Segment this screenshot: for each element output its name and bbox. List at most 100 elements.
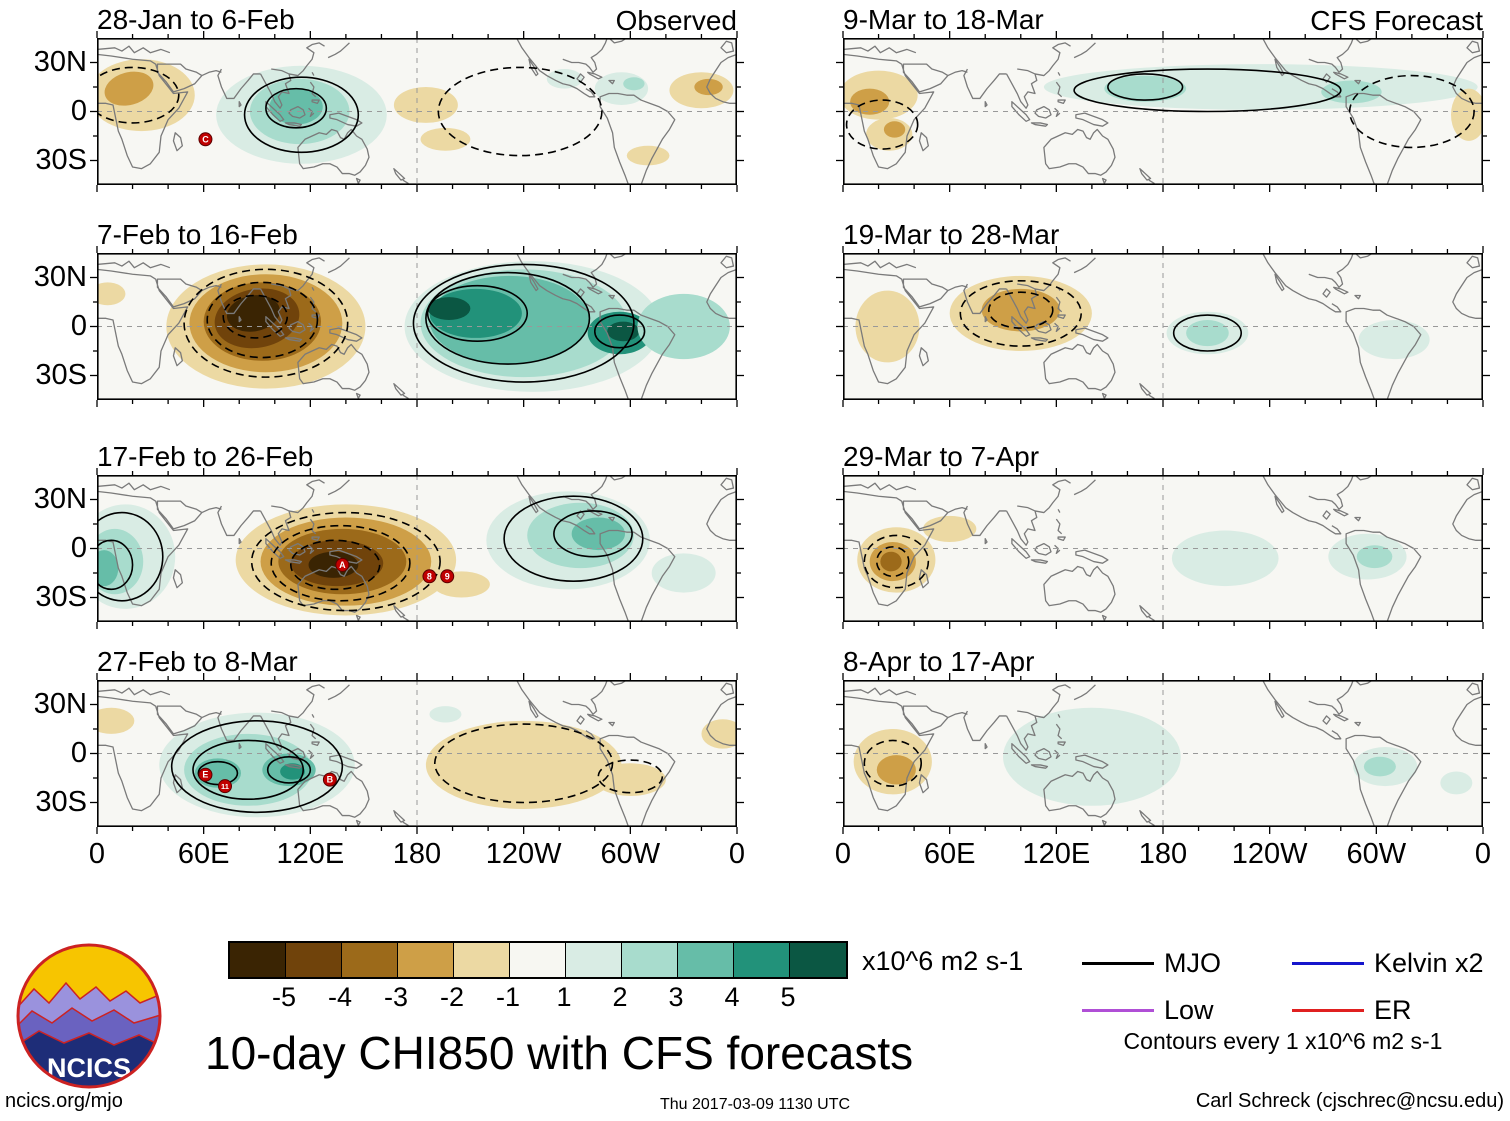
colorbar-segment [622,943,678,977]
y-axis-label: 30N [33,45,87,78]
legend-label: MJO [1164,948,1221,978]
legend-label: Low [1164,995,1214,1025]
mjo-contour [266,755,312,784]
panel-frame [97,38,738,185]
legend-label: ER [1374,995,1412,1025]
observed-header: Observed [615,5,737,36]
x-axis-label: 120W [485,838,562,870]
contour-legend: MJO Kelvin x2 Low ER [1082,948,1484,1026]
coastline [97,475,737,622]
colorbar-segment [342,943,398,977]
x-axis-label: 120E [1022,838,1091,870]
mjo-contour [1073,68,1342,113]
colorbar-segment [510,943,566,977]
anomaly-shading [97,550,119,587]
anomaly-shading [184,733,313,806]
x-axis-label: 120W [1231,838,1308,870]
colorbar-tick-label: -5 [271,982,297,1012]
mjo-contour [959,279,1083,347]
svg-text:E: E [202,770,208,780]
y-axis-label: 30S [35,785,87,818]
mjo-contour [863,534,930,589]
colorbar-tick-label: -1 [495,982,521,1012]
mjo-contour [553,510,633,558]
svg-text:11: 11 [221,782,229,791]
mjo-contour [425,271,591,365]
anomaly-shading [269,88,323,125]
panel-frame [843,475,1484,622]
legend-item: Low [1082,995,1292,1026]
footer-author: Carl Schreck (cjschrec@ncsu.edu) [1195,1090,1504,1112]
legend-item: MJO [1082,948,1292,979]
mjo-contour [863,739,923,787]
anomaly-shading [637,293,730,360]
anomaly-shading [651,553,716,593]
svg-text:A: A [339,560,346,570]
colorbar-tick-label: 4 [724,982,740,1012]
map-panel [836,31,1490,192]
anomaly-shading [97,707,135,734]
legend-line-swatch [1082,962,1154,965]
colorbar-tick-label: -2 [439,982,465,1012]
panel-frame [843,253,1484,400]
mjo-contour [97,539,134,591]
anomaly-shading [594,763,666,796]
cyclone-marker: E [198,767,213,782]
colorbar-segment [230,943,286,977]
panel-title: 28-Jan to 6-Feb [97,4,295,35]
map-panel: E 11 B [90,673,744,834]
map-panel: A 8 9 [90,468,744,629]
mjo-contour [1172,314,1243,352]
cyclone-marker: A [335,557,350,572]
svg-text:8: 8 [427,571,432,581]
mjo-contour [593,314,646,349]
cyclone-marker: C [198,132,213,147]
anomaly-shading [1171,530,1279,587]
panel-title: 9-Mar to 18-Mar [843,4,1044,35]
anomaly-shading [626,145,670,166]
panel-title: 8-Apr to 17-Apr [843,646,1035,677]
svg-text:B: B [327,775,334,785]
colorbar-tick-label: 1 [556,982,572,1012]
legend-line-swatch [1082,1009,1154,1012]
footer-timestamp: Thu 2017-03-09 1130 UTC [659,1096,851,1113]
y-axis-label: 30S [35,358,87,391]
anomaly-shading [104,71,154,106]
colorbar-tick-label: 5 [780,982,796,1012]
coastline [843,475,1483,622]
colorbar-tick-label: 3 [668,982,684,1012]
y-axis-label: 30N [33,482,87,515]
cyclone-marker: 8 [422,569,437,584]
panel-frame [97,680,738,827]
legend-line-swatch [1292,962,1364,965]
x-axis-label: 60E [923,838,976,870]
mjo-contour [206,281,319,359]
mjo-contour [845,99,919,150]
mjo-contour [875,546,910,578]
anomaly-shading [97,282,126,306]
panel-title: 19-Mar to 28-Mar [843,219,1060,250]
mjo-contour [1348,74,1475,149]
anomaly-shading [571,517,625,551]
legend-item: ER [1292,995,1482,1026]
colorbar-segment [734,943,790,977]
footer-url: ncics.org/mjo [5,1090,123,1112]
anomaly-shading [1321,80,1382,104]
cyclone-marker: B [322,772,337,787]
logo-ring [16,943,162,1089]
mjo-contour [1107,73,1184,101]
x-axis-label: 0 [834,838,852,870]
mjo-contour [270,524,411,602]
anomaly-shading [694,78,723,96]
mjo-contour [250,511,441,612]
x-axis-label: 180 [1138,838,1188,870]
colorbar-segment [398,943,454,977]
anomaly-shading [883,121,906,138]
colorbar [228,941,848,979]
map-panel [836,673,1490,834]
anomaly-shading [876,755,916,785]
colorbar-segment [454,943,510,977]
coastline [843,680,1483,827]
cyclone-marker: 9 [440,569,455,584]
